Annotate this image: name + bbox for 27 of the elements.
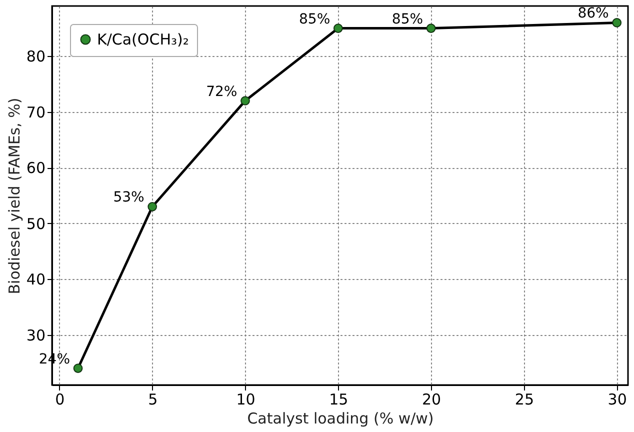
x-tick-label: 10 — [236, 390, 256, 408]
y-tick-label: 50 — [26, 214, 46, 233]
point — [333, 24, 343, 33]
x-axis-title: Catalyst loading (% w/w) — [247, 410, 434, 428]
point — [426, 24, 436, 33]
y-tick-label: 30 — [26, 326, 46, 344]
y-tick-label: 60 — [26, 159, 46, 178]
legend-label: K/Ca(OCH₃)₂ — [97, 30, 189, 48]
y-tick-label: 40 — [26, 270, 46, 289]
data-label: 85% — [299, 11, 330, 28]
point — [612, 18, 622, 28]
y-tick-label: 70 — [26, 103, 46, 122]
y-axis-title: Biodiesel yield (FAMEs, %) — [5, 98, 24, 294]
point — [240, 96, 250, 106]
x-tick-label: 5 — [148, 390, 158, 408]
point — [148, 202, 158, 212]
data-label: 72% — [206, 84, 238, 100]
data-label: 86% — [578, 6, 609, 22]
data-label: 53% — [113, 190, 144, 206]
data-label: 85% — [392, 11, 424, 28]
x-tick-label: 15 — [329, 390, 348, 408]
point — [73, 364, 83, 373]
x-tick-label: 25 — [514, 390, 534, 408]
y-tick-label: 80 — [26, 48, 46, 66]
x-tick-label: 30 — [608, 390, 627, 408]
x-tick-label: 0 — [55, 390, 65, 408]
x-tick-label: 20 — [422, 390, 442, 408]
